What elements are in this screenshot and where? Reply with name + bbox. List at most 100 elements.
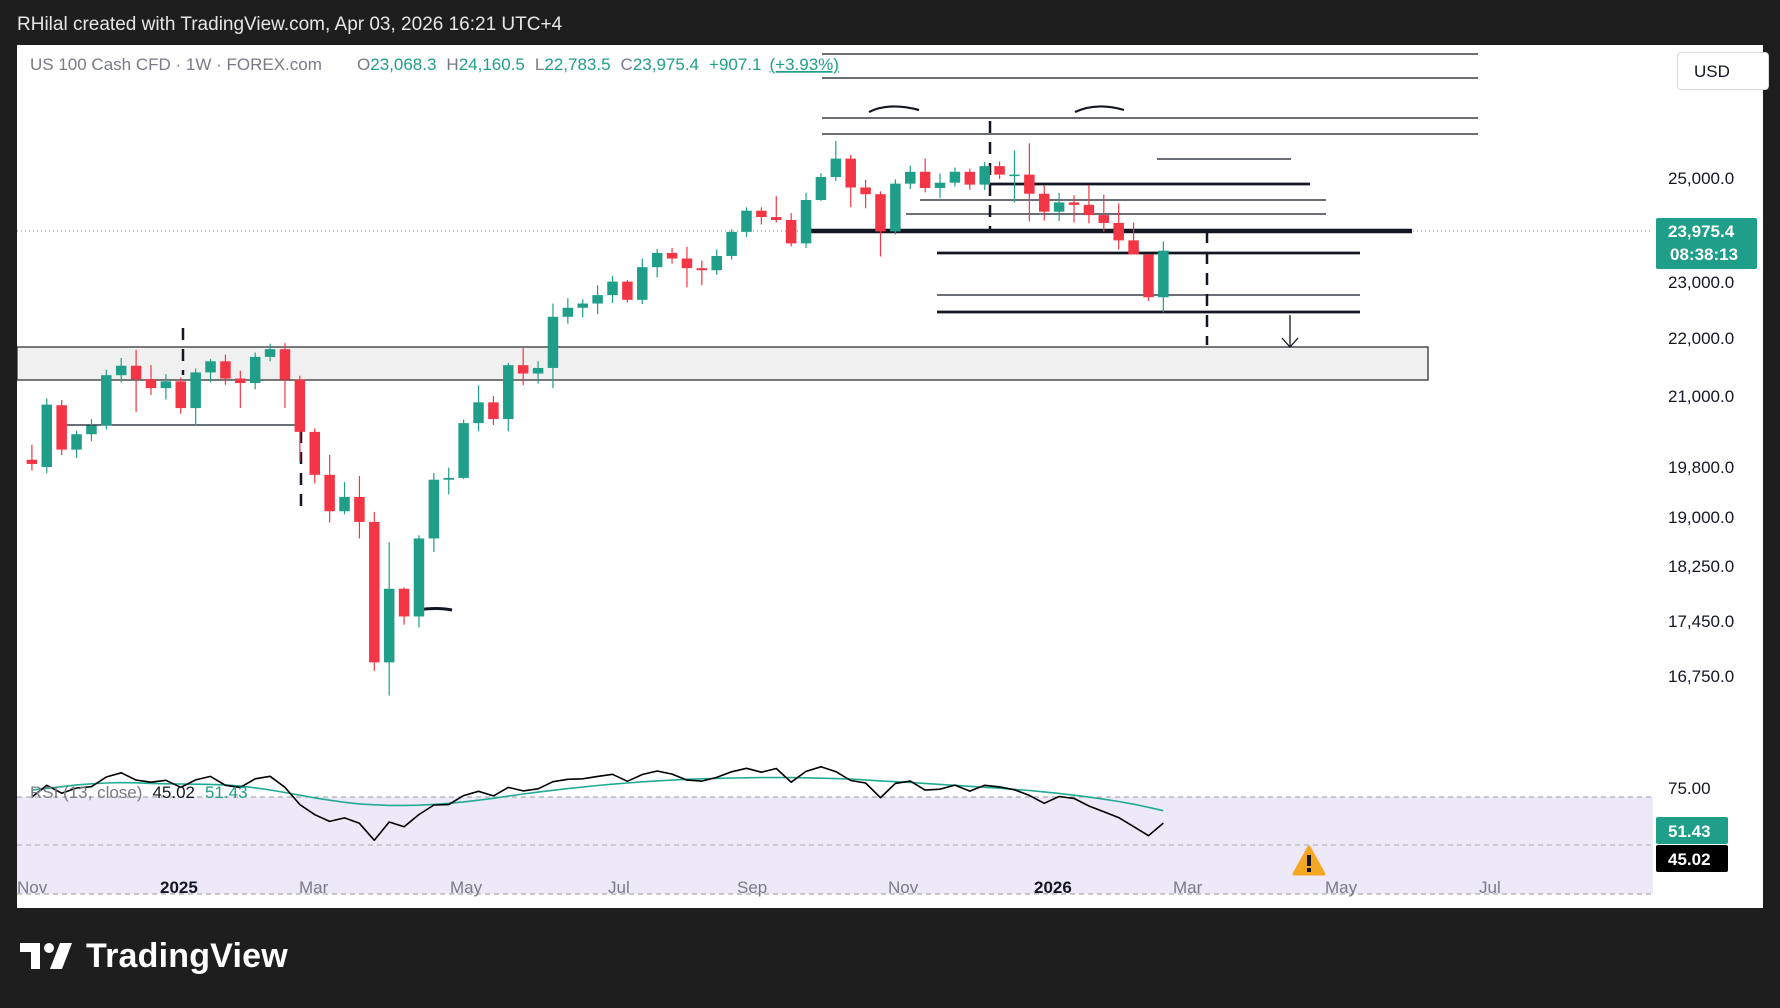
candle-body[interactable] <box>101 375 112 426</box>
candle-body[interactable] <box>711 255 722 271</box>
candle-body[interactable] <box>1128 240 1139 255</box>
candle-body[interactable] <box>934 182 946 188</box>
candle-body[interactable] <box>324 474 335 512</box>
candle-body[interactable] <box>443 477 454 480</box>
rsi-ma-line[interactable] <box>31 776 1164 812</box>
price-axis-label: 17,450.0 <box>1668 612 1734 631</box>
candle-body[interactable] <box>815 176 827 200</box>
candle-body[interactable] <box>115 365 127 376</box>
candle-body[interactable] <box>26 459 38 464</box>
candle-body[interactable] <box>354 496 365 522</box>
candle-body[interactable] <box>1024 174 1035 194</box>
candle-body[interactable] <box>666 252 678 259</box>
candle-body[interactable] <box>681 258 693 269</box>
candle-body[interactable] <box>949 171 961 183</box>
candle-body[interactable] <box>785 220 797 244</box>
candle-body[interactable] <box>592 295 603 304</box>
top-arc-left[interactable] <box>868 105 920 113</box>
warning-icon[interactable] <box>1292 845 1326 876</box>
candle-body[interactable] <box>919 171 931 188</box>
candle-body[interactable] <box>637 267 648 300</box>
candle-body[interactable] <box>279 349 291 380</box>
candle-body[interactable] <box>1068 202 1080 205</box>
candle-body[interactable] <box>860 187 871 195</box>
legend-c-label: C <box>621 55 633 74</box>
candle-body[interactable] <box>607 281 618 296</box>
candle-body[interactable] <box>503 365 514 420</box>
candle-body[interactable] <box>1053 202 1065 212</box>
rsi-pane[interactable] <box>31 765 1164 842</box>
candle-body[interactable] <box>1158 250 1169 298</box>
candle-body[interactable] <box>369 521 380 663</box>
candle-body[interactable] <box>473 402 484 424</box>
price-badge-price: 23,975.4 <box>1668 222 1735 241</box>
price-axis[interactable]: 25,000.0 23,000.0 22,000.0 21,000.0 19,8… <box>1668 169 1734 798</box>
candle-body[interactable] <box>696 268 708 271</box>
candle-body[interactable] <box>1098 215 1110 223</box>
candle-body[interactable] <box>130 365 142 380</box>
annotations[interactable] <box>57 53 1478 612</box>
candle-body[interactable] <box>577 303 588 308</box>
candle-body[interactable] <box>294 379 306 432</box>
candle-body[interactable] <box>220 361 231 379</box>
candle-body[interactable] <box>1038 193 1050 212</box>
candle-body[interactable] <box>622 281 633 300</box>
candle-body[interactable] <box>264 349 276 357</box>
candle-body[interactable] <box>726 231 737 256</box>
candle-body[interactable] <box>517 365 529 374</box>
candle-body[interactable] <box>205 361 216 373</box>
candle-body[interactable] <box>339 496 350 512</box>
candle-body[interactable] <box>309 431 321 475</box>
candle-body[interactable] <box>979 166 990 185</box>
target-arrow-head[interactable] <box>1281 337 1299 348</box>
candle-body[interactable] <box>905 171 916 184</box>
candle-body[interactable] <box>1083 204 1095 216</box>
candle-body[interactable] <box>562 307 574 317</box>
candle-body[interactable] <box>41 404 53 467</box>
candle-body[interactable] <box>1143 254 1154 298</box>
candle-body[interactable] <box>488 402 499 420</box>
candle-body[interactable] <box>890 183 901 232</box>
candle-body[interactable] <box>398 588 410 617</box>
chart-panel[interactable]: US 100 Cash CFD · 1W · FOREX.com O23,068… <box>17 45 1769 908</box>
candle-body[interactable] <box>175 381 187 409</box>
candle-body[interactable] <box>383 588 395 663</box>
candle-body[interactable] <box>964 171 976 185</box>
top-arc-right[interactable] <box>1074 105 1125 114</box>
candle-body[interactable] <box>428 479 440 539</box>
rsi-value-badge: 45.02 <box>1656 845 1728 872</box>
candle-body[interactable] <box>994 166 1005 175</box>
candle-body[interactable] <box>771 217 782 221</box>
candle-body[interactable] <box>830 158 842 177</box>
candles[interactable] <box>26 140 1169 696</box>
candle-body[interactable] <box>458 423 469 478</box>
tradingview-logo[interactable]: TradingView <box>20 936 288 976</box>
currency-button[interactable]: USD <box>1677 52 1769 90</box>
candle-body[interactable] <box>1009 174 1020 177</box>
candle-body[interactable] <box>249 356 261 384</box>
candle-body[interactable] <box>71 434 82 450</box>
candle-body[interactable] <box>741 210 752 232</box>
price-axis-label: 25,000.0 <box>1668 169 1734 188</box>
chart-svg[interactable]: US 100 Cash CFD · 1W · FOREX.com O23,068… <box>17 45 1763 908</box>
candle-body[interactable] <box>875 194 886 232</box>
legend-change: +907.1 <box>709 55 761 74</box>
candle-body[interactable] <box>845 158 856 188</box>
candle-body[interactable] <box>800 200 812 244</box>
legend-h-value: 24,160.5 <box>459 55 525 74</box>
time-axis-label: Sep <box>737 878 767 897</box>
candle-body[interactable] <box>651 252 663 268</box>
candle-body[interactable] <box>532 367 544 374</box>
candle-body[interactable] <box>145 379 157 389</box>
candle-body[interactable] <box>413 538 425 617</box>
candle-body[interactable] <box>235 378 246 384</box>
candle-body[interactable] <box>160 381 172 389</box>
candle-body[interactable] <box>547 316 559 368</box>
candle-body[interactable] <box>756 210 767 218</box>
candle-body[interactable] <box>190 372 201 409</box>
candle-body[interactable] <box>1113 222 1124 241</box>
time-axis[interactable]: Nov 2025 Mar May Jul Sep Nov 2026 Mar Ma… <box>17 878 1501 897</box>
rsi-line[interactable] <box>31 765 1164 842</box>
candle-body[interactable] <box>56 405 67 450</box>
candle-body[interactable] <box>86 425 97 435</box>
